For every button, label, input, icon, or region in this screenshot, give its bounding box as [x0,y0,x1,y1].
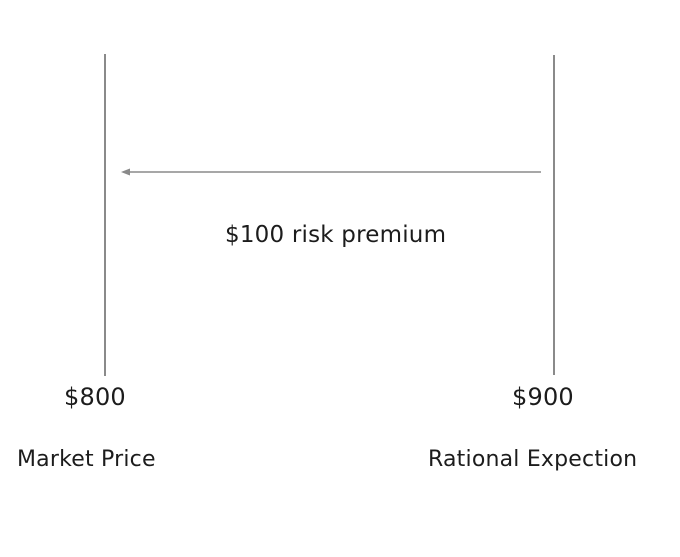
rational-expectation-caption: Rational Expection [428,447,638,472]
risk-premium-arrow [121,168,541,176]
market-price-line [104,54,106,376]
market-price-value: $800 [64,383,126,411]
market-price-caption: Market Price [17,447,156,472]
rational-expectation-value: $900 [512,383,574,411]
rational-expectation-line [553,55,555,375]
risk-premium-label: $100 risk premium [225,222,447,248]
